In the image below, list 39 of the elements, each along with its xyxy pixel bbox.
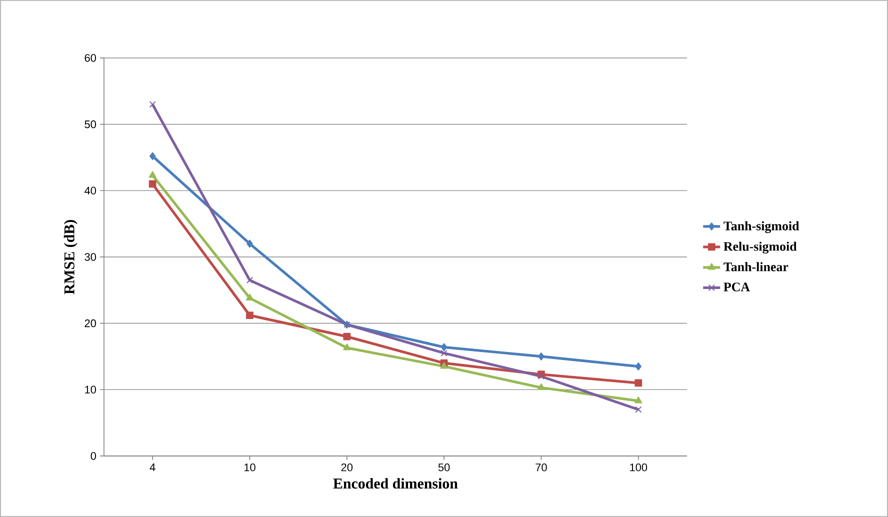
- y-tick-label: 50: [84, 120, 96, 128]
- y-tick-label: 0: [90, 452, 96, 460]
- x-tick-label: 4: [150, 463, 156, 472]
- point: [148, 180, 156, 188]
- point: [440, 350, 448, 356]
- point: [148, 171, 156, 178]
- legend-label: Tanh-sigmoid: [724, 221, 800, 234]
- point: [440, 343, 448, 352]
- point: [440, 362, 448, 369]
- point: [246, 294, 254, 300]
- legend-label: Tanh-linear: [724, 262, 788, 272]
- x-tick-label: 100: [630, 463, 648, 472]
- x-tick-label: 70: [536, 463, 547, 472]
- point: [246, 312, 254, 320]
- y-tick-label: 10: [85, 386, 96, 394]
- point: [538, 373, 545, 380]
- legend-label: PCA: [724, 282, 750, 292]
- y-tick-label: 30: [84, 253, 96, 261]
- point: [246, 240, 253, 248]
- point: [635, 406, 642, 413]
- point: [343, 344, 351, 350]
- point: [634, 379, 642, 387]
- point: [537, 383, 545, 390]
- x-tick-label: 10: [244, 463, 256, 472]
- y-axis-title: RMSE (dB): [64, 220, 78, 294]
- point: [538, 352, 544, 360]
- legend-label: Relu-sigmoid: [724, 242, 797, 254]
- x-tick-label: 50: [438, 463, 450, 472]
- y-tick-label: 20: [84, 319, 96, 328]
- point: [246, 276, 254, 284]
- y-tick-label: 40: [84, 186, 96, 195]
- point: [634, 396, 642, 404]
- point: [343, 332, 351, 340]
- y-tick-label: 60: [84, 54, 96, 62]
- point: [149, 101, 156, 108]
- x-tick-label: 20: [341, 463, 353, 472]
- x-axis-title: Encoded dimension: [333, 478, 458, 489]
- point: [635, 362, 642, 370]
- point: [149, 152, 156, 160]
